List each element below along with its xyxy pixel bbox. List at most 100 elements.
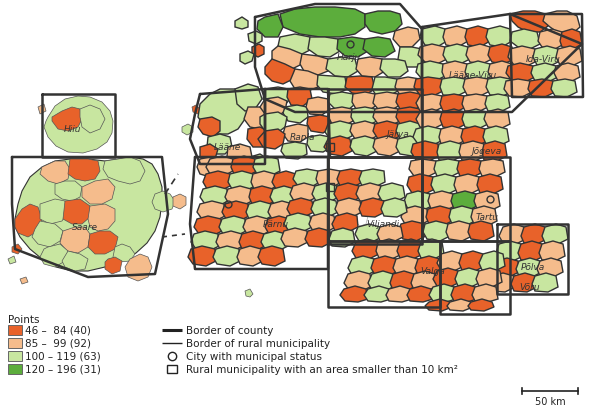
Polygon shape [258, 246, 285, 266]
Polygon shape [439, 127, 464, 147]
Polygon shape [105, 257, 122, 274]
Polygon shape [521, 224, 547, 244]
Text: Points: Points [8, 314, 40, 324]
Polygon shape [62, 252, 88, 271]
Polygon shape [337, 170, 363, 188]
Polygon shape [510, 30, 540, 50]
Polygon shape [239, 231, 265, 252]
Polygon shape [332, 213, 358, 232]
Polygon shape [440, 78, 467, 97]
Text: Viljandi: Viljandi [367, 220, 400, 229]
Polygon shape [344, 271, 372, 291]
Polygon shape [365, 12, 402, 35]
Polygon shape [63, 200, 90, 224]
Polygon shape [504, 80, 532, 98]
Text: Võru: Võru [520, 283, 541, 292]
Polygon shape [258, 130, 285, 149]
Polygon shape [355, 213, 368, 226]
Polygon shape [235, 18, 248, 30]
Polygon shape [228, 172, 255, 192]
Polygon shape [440, 95, 466, 113]
Polygon shape [492, 258, 519, 277]
Polygon shape [401, 207, 428, 226]
FancyBboxPatch shape [8, 351, 22, 361]
Polygon shape [227, 145, 252, 164]
Polygon shape [225, 187, 252, 207]
Polygon shape [309, 213, 336, 232]
Polygon shape [395, 78, 422, 97]
Polygon shape [459, 142, 485, 162]
Polygon shape [356, 183, 383, 202]
Polygon shape [237, 246, 263, 266]
Polygon shape [416, 62, 445, 82]
Polygon shape [482, 142, 507, 162]
Polygon shape [390, 271, 416, 291]
Polygon shape [328, 93, 355, 112]
Polygon shape [281, 143, 307, 160]
Polygon shape [423, 222, 450, 241]
Polygon shape [300, 55, 328, 76]
Polygon shape [252, 45, 264, 58]
Polygon shape [398, 48, 425, 68]
Polygon shape [325, 122, 352, 142]
Polygon shape [472, 284, 498, 302]
Polygon shape [359, 170, 385, 188]
Polygon shape [468, 299, 494, 311]
Polygon shape [247, 128, 270, 148]
Polygon shape [418, 239, 444, 259]
Polygon shape [415, 256, 441, 276]
Polygon shape [560, 30, 582, 50]
Polygon shape [499, 224, 526, 244]
Polygon shape [308, 38, 340, 58]
Polygon shape [407, 286, 433, 302]
Polygon shape [253, 157, 280, 177]
Polygon shape [510, 12, 548, 33]
Text: Jõgeva: Jõgeva [472, 147, 502, 156]
Polygon shape [326, 58, 358, 78]
Polygon shape [459, 252, 485, 271]
Polygon shape [462, 110, 488, 130]
Polygon shape [248, 155, 268, 175]
Polygon shape [446, 222, 472, 241]
Polygon shape [334, 183, 361, 202]
Polygon shape [455, 269, 481, 287]
Polygon shape [418, 45, 447, 65]
Polygon shape [12, 244, 22, 254]
Polygon shape [15, 158, 162, 271]
Polygon shape [290, 70, 318, 92]
Polygon shape [283, 106, 308, 124]
Polygon shape [44, 97, 113, 153]
Polygon shape [316, 170, 342, 188]
Polygon shape [463, 78, 490, 97]
Polygon shape [337, 38, 368, 58]
Polygon shape [484, 110, 510, 130]
Polygon shape [216, 231, 243, 252]
Polygon shape [240, 52, 254, 65]
Polygon shape [443, 27, 468, 48]
Polygon shape [554, 64, 580, 83]
Polygon shape [479, 252, 505, 271]
Polygon shape [556, 47, 582, 67]
Polygon shape [440, 110, 466, 130]
Polygon shape [82, 179, 115, 205]
Polygon shape [192, 106, 200, 115]
Polygon shape [246, 202, 272, 222]
Polygon shape [40, 244, 68, 267]
Polygon shape [312, 183, 339, 202]
Polygon shape [457, 160, 483, 177]
Polygon shape [532, 273, 558, 292]
Polygon shape [373, 136, 400, 157]
Polygon shape [8, 256, 16, 264]
Polygon shape [468, 222, 494, 241]
Polygon shape [20, 277, 28, 284]
Polygon shape [251, 172, 277, 192]
Polygon shape [197, 158, 218, 177]
Polygon shape [265, 216, 292, 237]
Polygon shape [396, 122, 422, 142]
Polygon shape [348, 256, 375, 276]
Polygon shape [329, 228, 355, 247]
Text: 46 –  84 (40): 46 – 84 (40) [25, 325, 91, 335]
Polygon shape [305, 228, 332, 247]
Polygon shape [350, 136, 377, 157]
Polygon shape [516, 258, 542, 277]
